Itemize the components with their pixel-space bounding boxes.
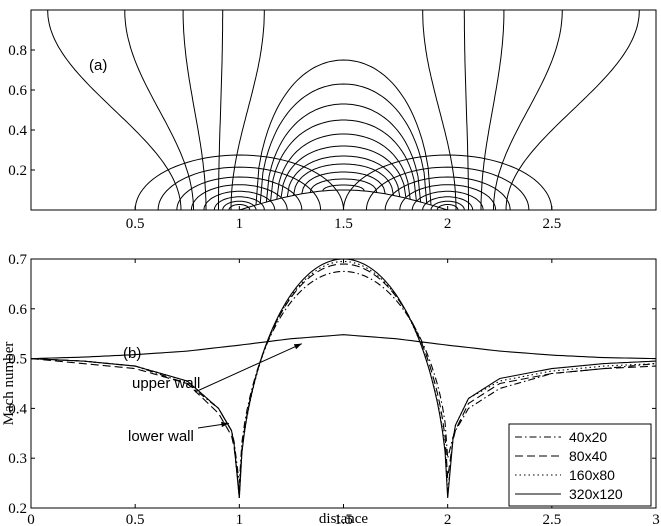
panel-a: 0.5 1 1.5 2 2.5 0.2 0.4 0.6 0.8 (a) [8, 9, 657, 232]
y-tick-label: 0.4 [8, 123, 27, 139]
center-contour [280, 145, 407, 199]
upper-wall-line [30, 334, 657, 360]
legend-box [508, 423, 652, 507]
corner-contour [203, 190, 276, 211]
panel-a-label: (a) [89, 57, 107, 74]
legend-label: 320x120 [569, 486, 623, 502]
x-tick-label: 0 [27, 512, 35, 526]
annotation-arrowhead [293, 343, 302, 350]
corner-contour [228, 204, 251, 211]
x-tick-label: 1.5 [334, 216, 353, 232]
y-tick-label: 0.8 [8, 43, 27, 59]
corner-contour [430, 200, 465, 210]
x-axis-label: distance [319, 511, 368, 526]
panel-a-contours [47, 9, 640, 211]
corner-contour [134, 154, 344, 211]
corner-contour [213, 196, 265, 211]
center-contour [265, 103, 422, 203]
center-contour [322, 184, 365, 192]
y-tick-label: 0.6 [8, 83, 27, 99]
legend: 40x20 80x40 160x80 320x120 [508, 423, 652, 507]
annotation-arrowhead [221, 421, 229, 428]
corner-contour [411, 190, 484, 211]
panel-a-ticks: 0.5 1 1.5 2 2.5 0.2 0.4 0.6 0.8 [8, 43, 561, 232]
panel-b-ticks: 0 0.5 1 1.5 2 2.5 3 0.2 0.3 0.4 0.5 0.6 0.7 [8, 252, 660, 526]
x-tick-label: 2 [444, 512, 452, 526]
contour-line [422, 10, 457, 210]
contour-line [124, 10, 194, 210]
x-tick-label: 1 [236, 512, 244, 526]
legend-label: 40x20 [569, 429, 607, 445]
corner-contour [222, 200, 257, 210]
corner-contour [343, 154, 553, 211]
y-tick-label: 0.2 [8, 501, 27, 517]
center-contour [286, 155, 401, 197]
panel-b-annotations: upper wall lower wall [128, 343, 303, 445]
center-contour [270, 119, 417, 201]
y-tick-label: 0.6 [8, 302, 27, 318]
y-tick-label: 0.4 [8, 401, 27, 417]
contour-line [505, 9, 640, 211]
panel-a-frame [30, 9, 657, 211]
x-tick-label: 2.5 [542, 512, 561, 526]
y-tick-label: 0.7 [8, 252, 27, 268]
x-tick-label: 1 [236, 216, 244, 232]
contour-line [182, 10, 207, 210]
x-tick-label: 2.5 [542, 216, 561, 232]
contour-line [493, 9, 563, 210]
center-contour [259, 83, 428, 204]
corner-contour [422, 196, 474, 211]
contour-line [218, 10, 224, 210]
x-tick-label: 1.5 [334, 512, 353, 526]
bump-surface [239, 189, 448, 211]
legend-label: 80x40 [569, 448, 607, 464]
center-contour [293, 163, 394, 196]
y-axis-label: Mach number [1, 342, 17, 426]
annotation-arrow [194, 343, 303, 393]
corner-contour [176, 176, 303, 211]
contour-line [463, 10, 469, 210]
contour-line [480, 10, 505, 210]
series-line-80x40 [30, 263, 657, 494]
x-tick-label: 0.5 [126, 512, 145, 526]
corner-contour [157, 166, 322, 211]
contour-line [47, 9, 182, 211]
x-tick-label: 3 [652, 512, 660, 526]
center-contour [276, 133, 411, 200]
center-contour [309, 178, 378, 193]
legend-label: 160x80 [569, 467, 615, 483]
corner-contour [384, 176, 511, 211]
contour-line [230, 10, 265, 210]
corner-contour [365, 166, 530, 211]
panel-b: 0 0.5 1 1.5 2 2.5 3 0.2 0.3 0.4 0.5 0.6 0.7 upper wa… [1, 252, 660, 526]
center-contour [255, 59, 432, 206]
panel-b-series [30, 258, 657, 499]
annotation-label: upper wall [132, 375, 200, 392]
y-tick-label: 0.3 [8, 451, 27, 467]
x-tick-label: 0.5 [126, 216, 145, 232]
annotation-label: lower wall [128, 428, 194, 445]
y-tick-label: 0.2 [8, 163, 27, 179]
center-contour [301, 171, 386, 194]
corner-contour [436, 204, 459, 210]
series-line-320x120 [30, 258, 657, 499]
panel-b-label: (b) [123, 345, 141, 362]
x-tick-label: 2 [444, 216, 452, 232]
y-tick-label: 0.5 [8, 352, 27, 368]
